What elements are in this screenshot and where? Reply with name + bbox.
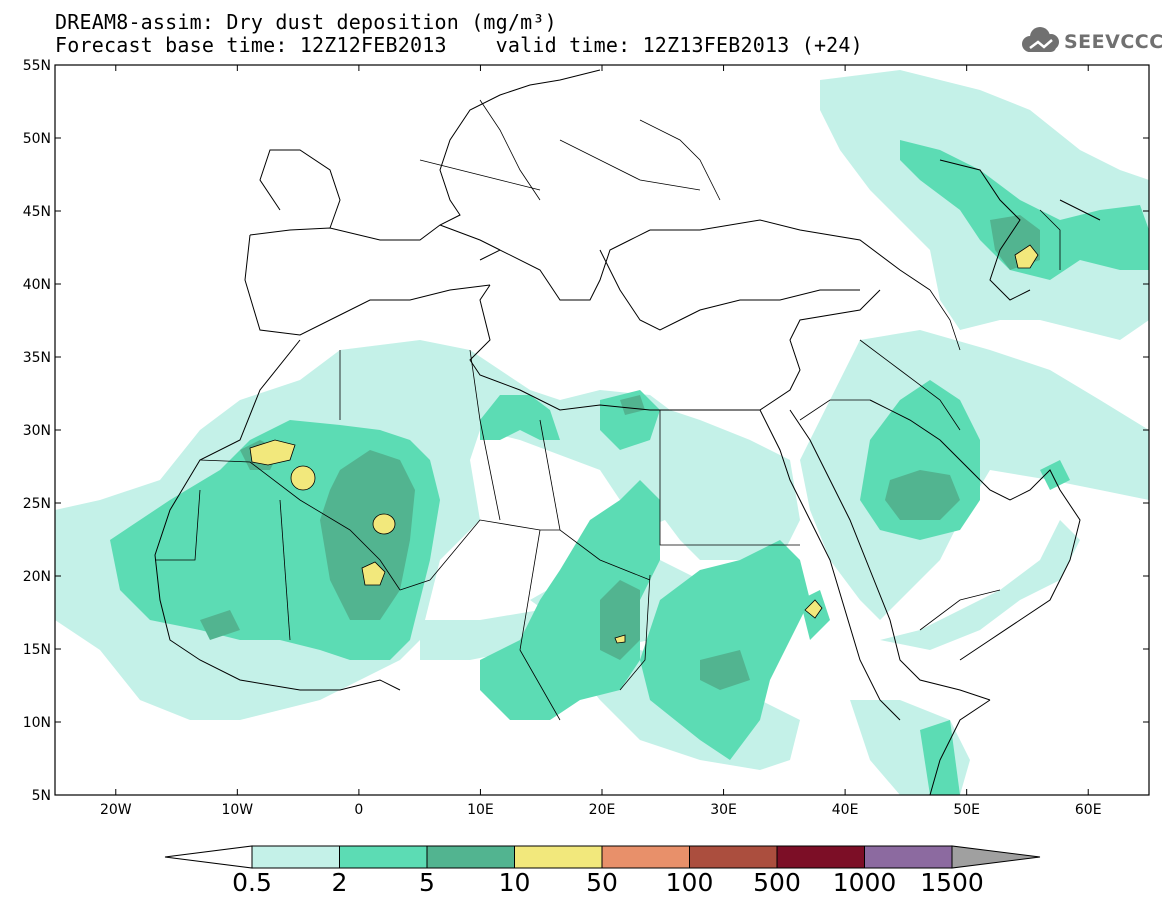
colorbar-swatch xyxy=(864,845,953,869)
lon-tick-label: 20E xyxy=(589,802,616,818)
colorbar-swatch xyxy=(776,845,865,869)
lon-tick-label: 50E xyxy=(953,802,980,818)
lat-tick-label: 20N xyxy=(23,569,51,585)
lat-tick-label: 45N xyxy=(23,204,51,220)
colorbar-label: 10 xyxy=(498,868,531,897)
colorbar xyxy=(164,845,1041,869)
chart-title: DREAM8-assim: Dry dust deposition (mg/m³… xyxy=(55,10,557,34)
deposition-band-10-50 xyxy=(249,244,1039,644)
lon-tick-label: 0 xyxy=(354,802,363,818)
colorbar-label: 0.5 xyxy=(232,868,272,897)
lat-tick-label: 25N xyxy=(23,496,51,512)
lat-tick-label: 35N xyxy=(23,350,51,366)
lon-tick-label: 40E xyxy=(832,802,859,818)
lat-tick-label: 10N xyxy=(23,715,51,731)
longitude-ticks: 20W 10W 0 10E 20E 30E 40E 50E 60E xyxy=(100,65,1102,818)
colorbar-label: 1000 xyxy=(832,868,897,897)
lon-tick-label: 10E xyxy=(467,802,494,818)
seevccc-logo xyxy=(1022,27,1059,52)
colorbar-label: 500 xyxy=(753,868,801,897)
lat-tick-label: 55N xyxy=(23,58,51,74)
lon-tick-label: 60E xyxy=(1075,802,1102,818)
latitude-ticks: 55N 50N 45N 40N 35N 30N 25N 20N 15N 10N 5N xyxy=(23,58,1149,804)
lon-tick-label: 10W xyxy=(221,802,253,818)
lat-tick-label: 40N xyxy=(23,277,51,293)
colorbar-low-end xyxy=(164,845,253,869)
colorbar-swatch xyxy=(514,845,603,869)
lon-tick-label: 30E xyxy=(710,802,737,818)
dust-map: 55N 50N 45N 40N 35N 30N 25N 20N 15N 10N 5N 20W 10W 0… xyxy=(23,58,1150,818)
country-borders xyxy=(155,99,1061,721)
colorbar-label: 100 xyxy=(665,868,714,897)
lon-tick-label: 20W xyxy=(100,802,132,818)
colorbar-swatch xyxy=(689,845,778,869)
colorbar-swatch xyxy=(339,845,428,869)
colorbar-label: 2 xyxy=(331,868,348,897)
forecast-time-subtitle: Forecast base time: 12Z12FEB2013 valid t… xyxy=(55,33,863,57)
colorbar-label: 1500 xyxy=(920,868,984,897)
colorbar-swatch xyxy=(601,845,690,869)
colorbar-swatch xyxy=(251,845,340,869)
lat-tick-label: 15N xyxy=(23,642,51,658)
lat-tick-label: 30N xyxy=(23,423,51,439)
lat-tick-label: 50N xyxy=(23,131,51,147)
lat-tick-label: 5N xyxy=(32,788,51,804)
colorbar-high-end xyxy=(951,845,1041,869)
colorbar-swatch xyxy=(426,845,515,869)
logo-text: SEEVCCC xyxy=(1064,31,1164,53)
colorbar-label: 5 xyxy=(419,868,435,897)
coastlines xyxy=(154,69,1101,795)
colorbar-label: 50 xyxy=(586,868,618,897)
